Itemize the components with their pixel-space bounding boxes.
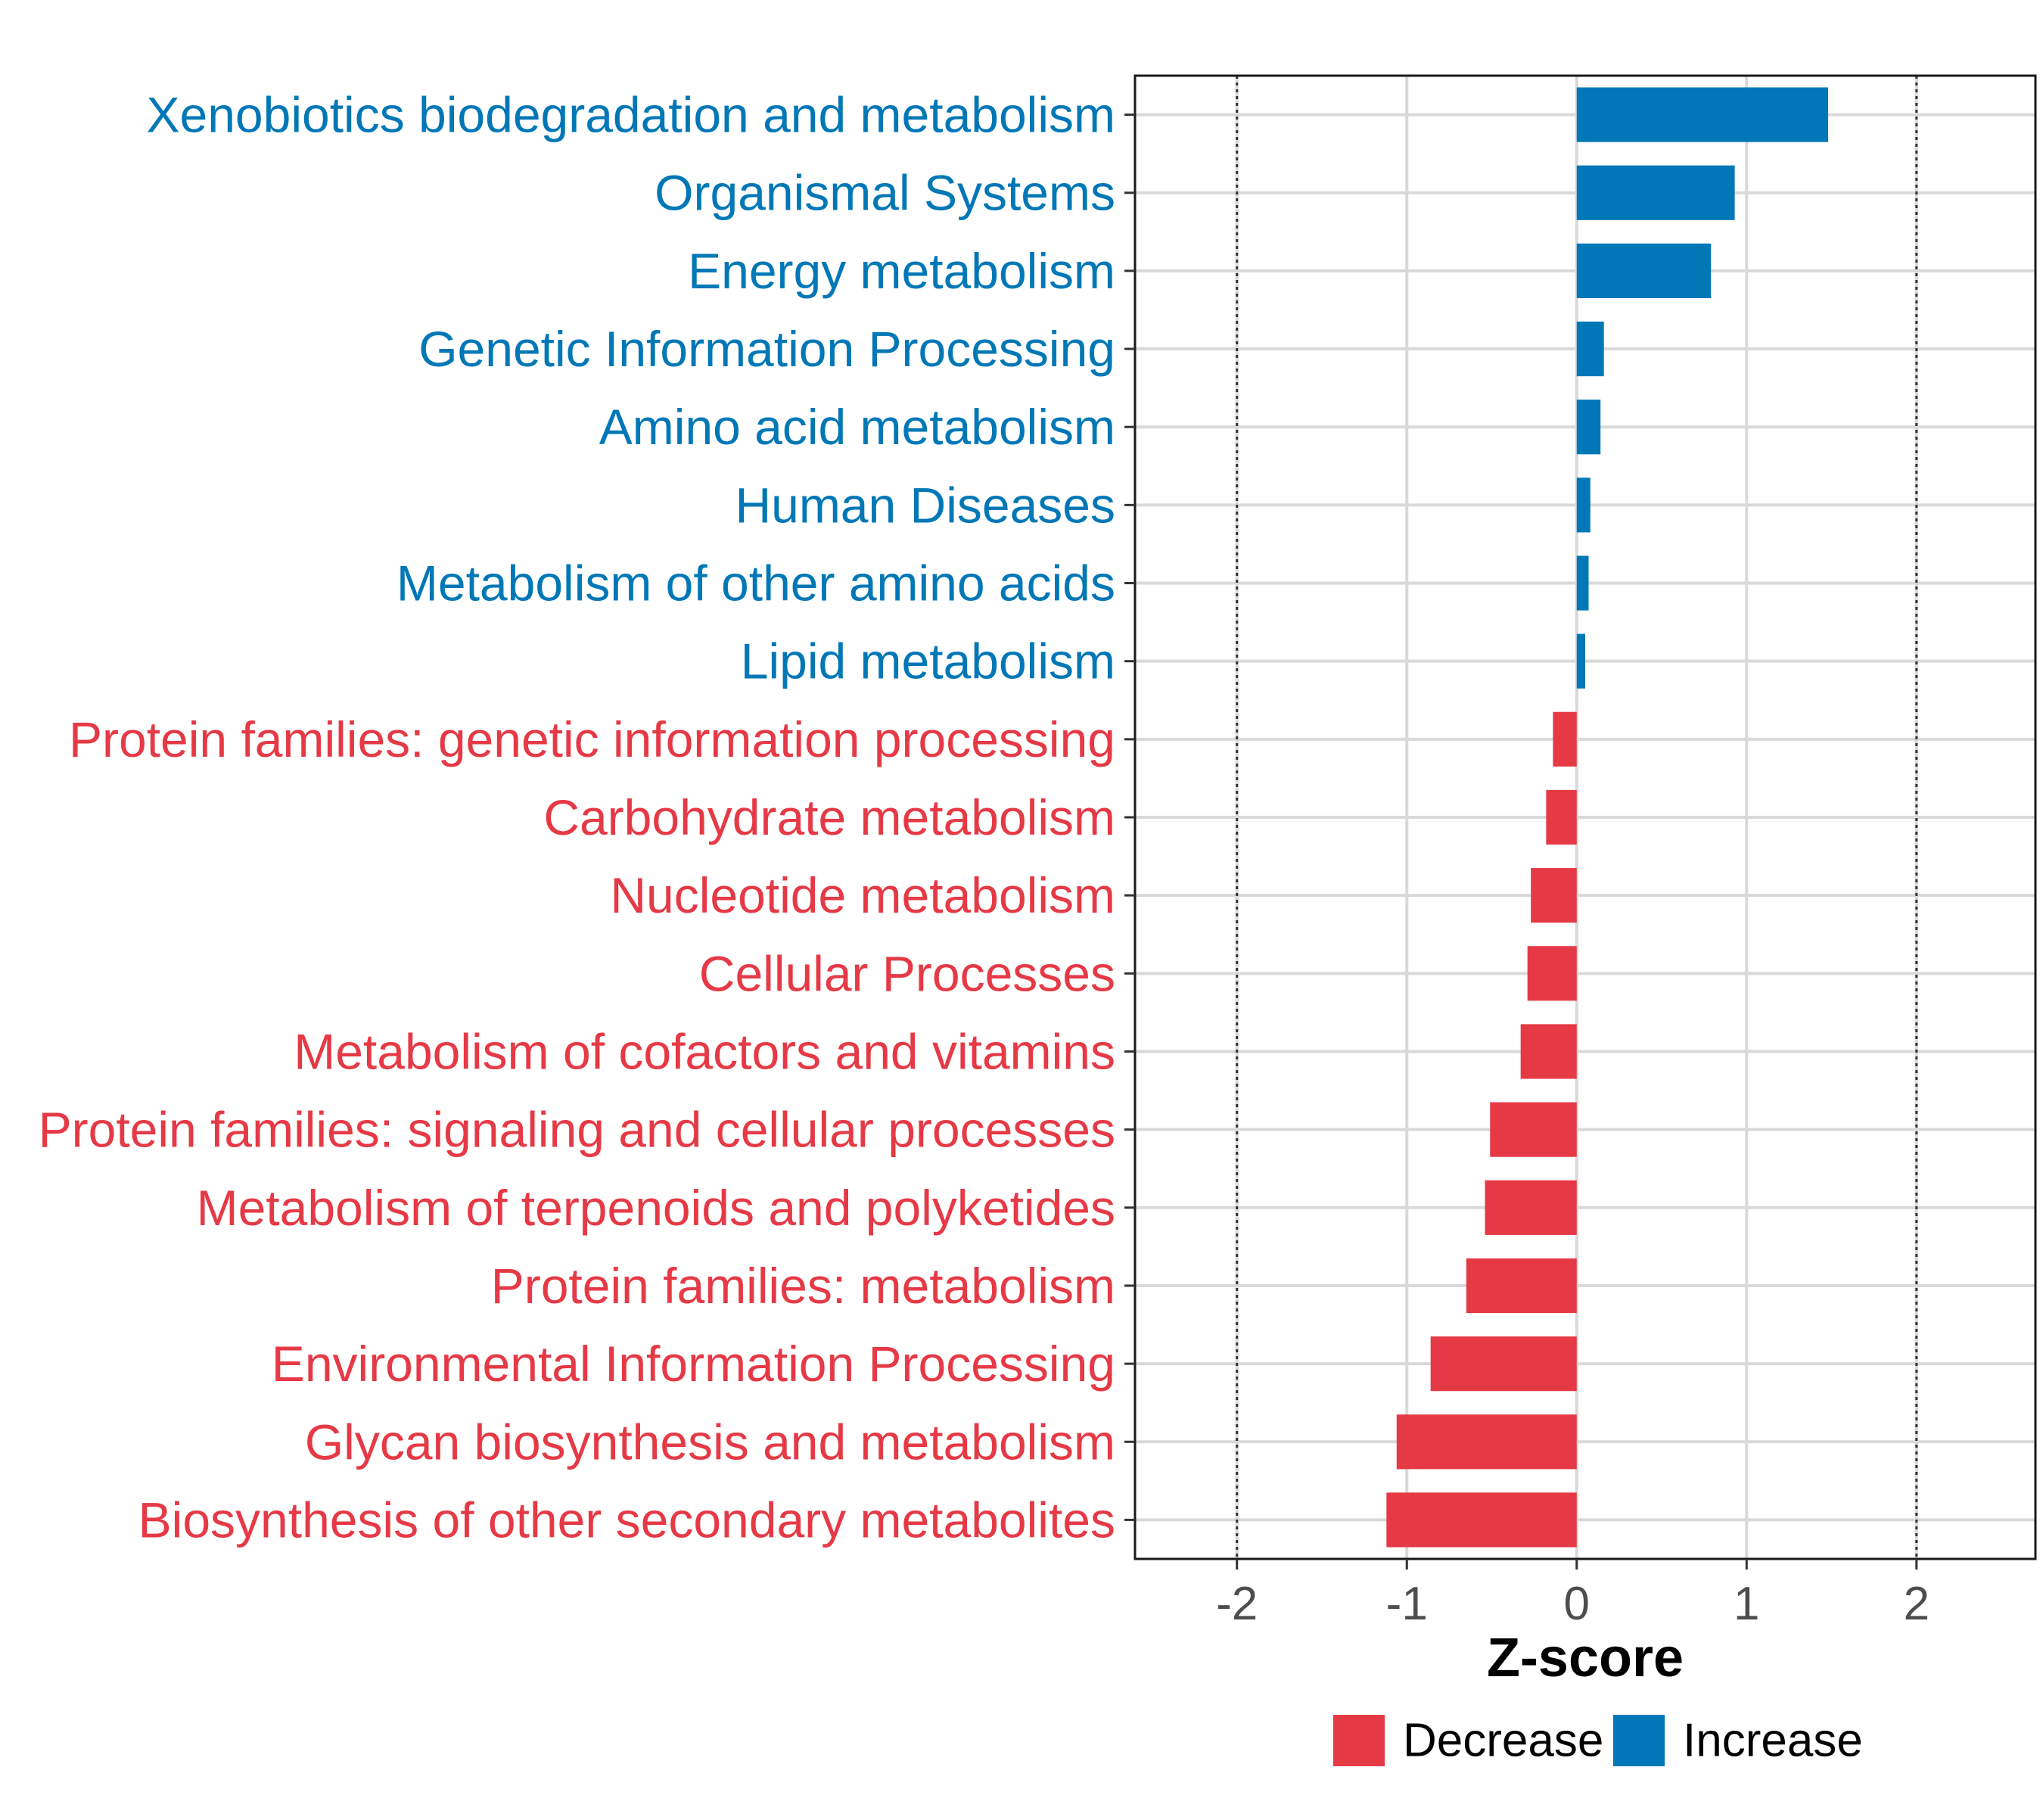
- x-axis-title: Z-score: [1487, 1628, 1684, 1688]
- bar: [1576, 165, 1735, 220]
- bar: [1576, 633, 1585, 689]
- category-label: Protein families: metabolism: [491, 1258, 1115, 1314]
- x-tick-label: 1: [1734, 1578, 1759, 1630]
- bar: [1576, 321, 1604, 377]
- bar: [1430, 1336, 1577, 1392]
- bar: [1490, 1102, 1577, 1157]
- category-label: Environmental Information Processing: [272, 1336, 1115, 1392]
- x-tick-label: 0: [1564, 1578, 1590, 1630]
- category-label: Glycan biosynthesis and metabolism: [305, 1414, 1115, 1470]
- bar: [1520, 1024, 1577, 1079]
- category-label: Cellular Processes: [699, 945, 1115, 1001]
- bar: [1576, 555, 1589, 611]
- category-label: Protein families: genetic information pr…: [69, 711, 1115, 767]
- bar: [1527, 946, 1577, 1001]
- bar: [1576, 400, 1601, 455]
- bar: [1396, 1414, 1577, 1470]
- reference-lines: [1236, 76, 1918, 1559]
- x-tick-label: -2: [1216, 1578, 1258, 1630]
- bar-layer: [1386, 87, 1829, 1548]
- bar: [1531, 868, 1577, 923]
- category-label: Nucleotide metabolism: [610, 867, 1115, 923]
- bar: [1576, 243, 1712, 298]
- category-label: Carbohydrate metabolism: [543, 789, 1115, 845]
- bar: [1553, 711, 1577, 767]
- bar: [1576, 478, 1591, 533]
- y-axis: Xenobiotics biodegradation and metabolis…: [39, 87, 1135, 1548]
- category-label: Biosynthesis of other secondary metaboli…: [138, 1492, 1115, 1548]
- bar: [1466, 1258, 1577, 1314]
- category-label: Human Diseases: [735, 477, 1115, 533]
- category-label: Xenobiotics biodegradation and metabolis…: [147, 87, 1116, 143]
- legend: Decrease Increase: [1333, 1715, 1863, 1767]
- bar: [1386, 1492, 1577, 1548]
- legend-label: Decrease: [1403, 1715, 1603, 1767]
- bar: [1576, 87, 1829, 142]
- category-label: Metabolism of other amino acids: [396, 555, 1115, 611]
- x-tick-label: 2: [1904, 1578, 1930, 1630]
- x-tick-label: -1: [1386, 1578, 1428, 1630]
- legend-label: Increase: [1683, 1715, 1863, 1767]
- category-label: Lipid metabolism: [741, 633, 1115, 689]
- legend-key-increase: [1613, 1715, 1665, 1766]
- category-label: Organismal Systems: [655, 165, 1115, 221]
- category-label: Metabolism of cofactors and vitamins: [294, 1023, 1115, 1079]
- bar: [1546, 789, 1577, 845]
- category-label: Energy metabolism: [688, 243, 1115, 299]
- legend-key-decrease: [1333, 1715, 1385, 1766]
- category-label: Genetic Information Processing: [418, 321, 1115, 377]
- x-axis: -2 -1 0 1 2: [1216, 1559, 1930, 1630]
- category-label: Metabolism of terpenoids and polyketides: [197, 1180, 1115, 1236]
- bar: [1485, 1180, 1577, 1235]
- category-label: Protein families: signaling and cellular…: [39, 1102, 1115, 1158]
- category-label: Amino acid metabolism: [599, 399, 1115, 455]
